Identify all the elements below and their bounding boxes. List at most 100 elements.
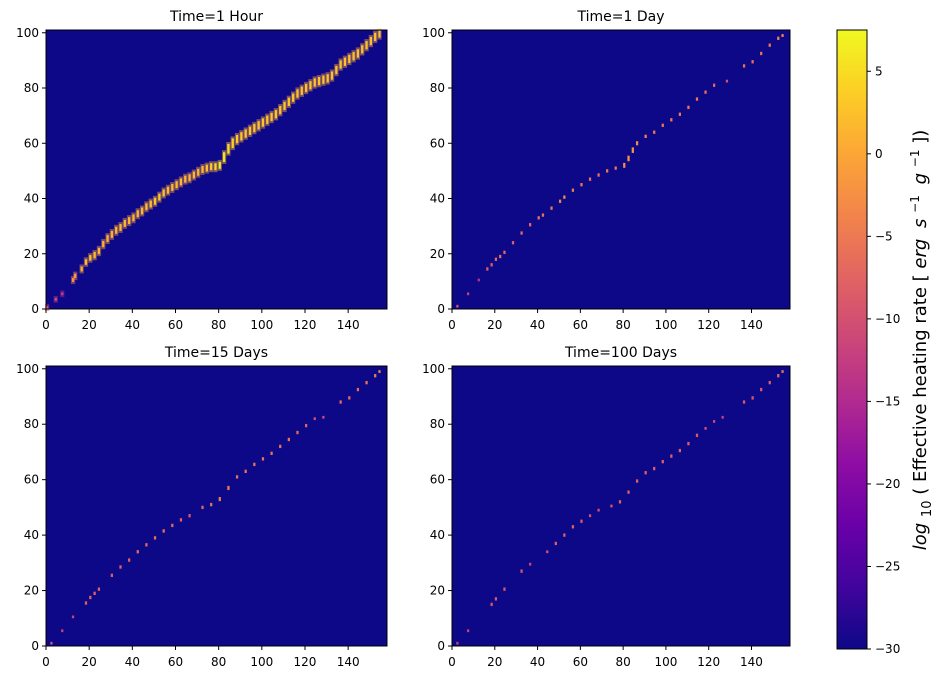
heatmap-cell	[644, 471, 647, 475]
x-tick-label: 40	[125, 655, 140, 669]
heatmap-cell	[365, 41, 368, 50]
x-tick-label: 20	[82, 655, 97, 669]
plot-frame	[451, 365, 791, 647]
heatmap-cell	[614, 166, 617, 170]
heatmap-cell	[343, 57, 347, 66]
heatmap-cell	[240, 132, 243, 141]
heatmap-cell	[571, 525, 575, 529]
heatmap-cell	[123, 219, 126, 227]
heatmap-cell	[503, 250, 506, 255]
heatmap-cell	[292, 93, 295, 102]
plot-frame	[451, 29, 791, 310]
heatmap-cell	[494, 597, 498, 601]
heatmap-cell	[550, 206, 553, 210]
heatmap-cell	[361, 45, 364, 54]
heatmap-cell	[188, 174, 191, 182]
heatmap-cell	[317, 76, 321, 86]
heatmap-cell	[50, 641, 53, 645]
heatmap-cell	[339, 400, 342, 404]
heatmap-cell	[725, 79, 729, 83]
colorbar-label-erg: erg	[910, 239, 931, 269]
heatmap-cell	[162, 529, 165, 533]
heatmap-cell	[71, 277, 75, 283]
x-tick-label: 0	[42, 655, 50, 669]
y-tick-label: 0	[31, 639, 39, 653]
heatmap-cell	[253, 462, 256, 467]
heatmap-bands	[456, 34, 784, 308]
heatmap-cell	[257, 121, 260, 130]
heatmap-cell	[132, 214, 135, 222]
x-tick-label: 120	[294, 655, 317, 669]
heatmap-cell	[110, 573, 114, 577]
heatmap-cell	[128, 217, 131, 225]
heatmap-cell	[456, 304, 459, 308]
heatmap-cell	[313, 417, 316, 421]
y-tick-label: 40	[24, 192, 39, 206]
heatmap-cell	[266, 115, 269, 124]
heatmap-cell	[136, 210, 139, 218]
heatmap-cell	[477, 278, 480, 282]
heatmap-cell	[777, 36, 780, 40]
heatmap-cell	[712, 420, 716, 423]
y-tick-label: 60	[430, 136, 445, 150]
y-tick-label: 80	[430, 81, 445, 95]
heatmap-cell	[119, 565, 122, 569]
heatmap-cell	[102, 240, 105, 248]
heatmap-cell	[580, 183, 583, 187]
colorbar-tick-label: −10	[875, 312, 900, 326]
colorbar-label-subscript: 10	[920, 501, 935, 518]
heatmap-cell	[153, 536, 157, 540]
heatmap-cell	[490, 602, 493, 607]
panel-4: Time=100 Days 0 20 40 60 80 100 120 140 0 20 40 60 80…	[422, 345, 791, 669]
heatmap-cell	[188, 514, 191, 518]
heatmap-cell	[279, 105, 282, 115]
colorbar-label-suffix: ])	[910, 130, 931, 144]
heatmap-cell	[563, 533, 566, 537]
y-tick-label: 80	[24, 81, 39, 95]
heatmap-cell	[369, 36, 373, 46]
heatmap-cell	[606, 169, 609, 173]
heatmap-cell	[348, 396, 351, 400]
heatmap-cell	[261, 118, 265, 127]
heatmap-cell	[378, 30, 381, 38]
heatmap-cell	[326, 74, 329, 83]
heatmap-cell	[171, 184, 174, 191]
heatmap-cell	[145, 203, 148, 211]
heatmap-cell	[627, 155, 630, 162]
heatmap-cell	[466, 629, 470, 633]
heatmap-cell	[222, 152, 226, 162]
panel-1: Time=1 Hour 0 20 40 60 80 100 120 140 0 20 40 60 80 10…	[16, 9, 388, 332]
colorbar-label: log 10 ( Effective heating rate [ erg s …	[903, 130, 936, 551]
heatmap-cell	[115, 226, 118, 234]
heatmap-cell	[205, 164, 208, 172]
heatmap-cell	[136, 550, 139, 554]
y-tick-label: 0	[31, 302, 39, 316]
heatmap-cell	[352, 52, 355, 61]
colorbar-tick-label: −15	[875, 394, 900, 408]
heatmap-cell	[253, 123, 256, 133]
x-tick-label: 140	[337, 318, 360, 332]
colorbar-label-log: log	[910, 523, 931, 550]
heatmap-cell	[537, 216, 540, 220]
heatmap-cell	[597, 508, 600, 512]
y-tick-label: 80	[430, 417, 445, 431]
heatmap-cell	[171, 523, 174, 528]
heatmap-cell	[300, 86, 303, 95]
heatmap-cell	[520, 231, 523, 235]
heatmap-cell	[184, 175, 187, 183]
heatmap-cell	[153, 197, 157, 205]
heatmap-cell	[374, 32, 377, 42]
heatmap-cell	[378, 370, 381, 373]
x-tick-label: 80	[615, 318, 630, 332]
y-tick-label: 20	[430, 247, 445, 261]
heatmap-cell	[499, 254, 502, 259]
heatmap-cell	[93, 591, 96, 595]
heatmap-cell	[678, 448, 682, 453]
heatmap-cell	[751, 60, 754, 64]
heatmap-cell	[670, 118, 673, 122]
colorbar-ticks: 5 0 −5 −10 −15 −20 −25 −30	[867, 64, 900, 656]
heatmap-cell	[456, 641, 459, 645]
colorbar-label-exp2: −1	[908, 150, 922, 168]
heatmap-cell	[529, 223, 532, 227]
